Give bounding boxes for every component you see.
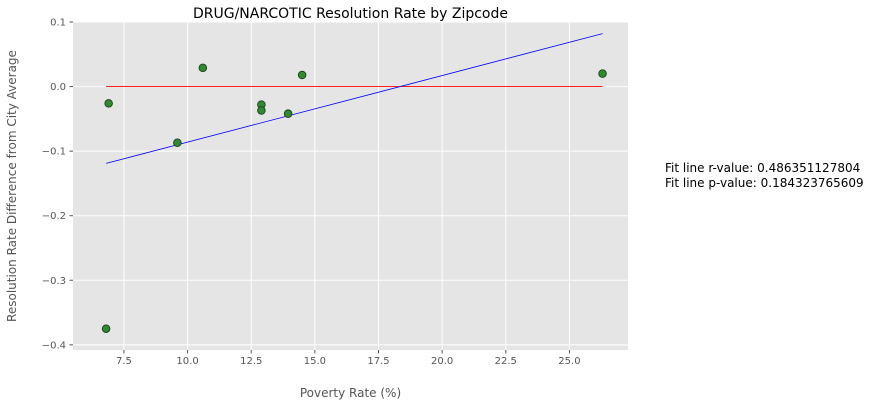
- x-axis-ticks: 7.5 10.0 12.5 15.0 17.5 20.0 22.5 25.0: [116, 350, 581, 367]
- y-tick-label: −0.3: [42, 276, 66, 287]
- x-tick-label: 25.0: [558, 356, 580, 367]
- fit-line: [105, 33, 603, 164]
- y-tick-label: −0.2: [42, 211, 66, 222]
- x-tick-label: 20.0: [431, 356, 453, 367]
- x-tick-label: 7.5: [116, 356, 132, 367]
- y-axis-label: Resolution Rate Difference from City Ave…: [5, 50, 19, 322]
- data-point: [257, 106, 266, 115]
- x-tick-label: 10.0: [176, 356, 198, 367]
- x-tick-label: 17.5: [367, 356, 389, 367]
- x-tick-label: 22.5: [495, 356, 517, 367]
- x-axis-label: Poverty Rate (%): [300, 386, 401, 400]
- data-point: [104, 99, 113, 108]
- data-point: [173, 138, 182, 147]
- y-axis-ticks: 0.1 0.0 −0.1 −0.2 −0.3 −0.4: [42, 18, 73, 351]
- data-point: [297, 70, 307, 80]
- y-tick-label: 0.0: [50, 82, 66, 93]
- data-point: [198, 63, 208, 73]
- fit-p-value: Fit line p-value: 0.184323765609: [665, 176, 864, 190]
- x-tick-label: 12.5: [240, 356, 262, 367]
- data-point: [101, 324, 111, 333]
- fit-r-value: Fit line r-value: 0.486351127804: [665, 161, 861, 175]
- y-tick-label: 0.1: [50, 18, 66, 29]
- data-point: [283, 109, 293, 118]
- y-tick-label: −0.4: [42, 340, 66, 351]
- fit-stats: Fit line r-value: 0.486351127804 Fit lin…: [665, 161, 864, 191]
- reference-lines: [105, 33, 603, 164]
- x-tick-label: 15.0: [304, 356, 326, 367]
- data-point: [598, 69, 607, 78]
- data-points: [101, 63, 607, 333]
- chart-title: DRUG/NARCOTIC Resolution Rate by Zipcode: [193, 6, 508, 22]
- y-tick-label: −0.1: [42, 147, 66, 158]
- plot-background: [73, 22, 628, 350]
